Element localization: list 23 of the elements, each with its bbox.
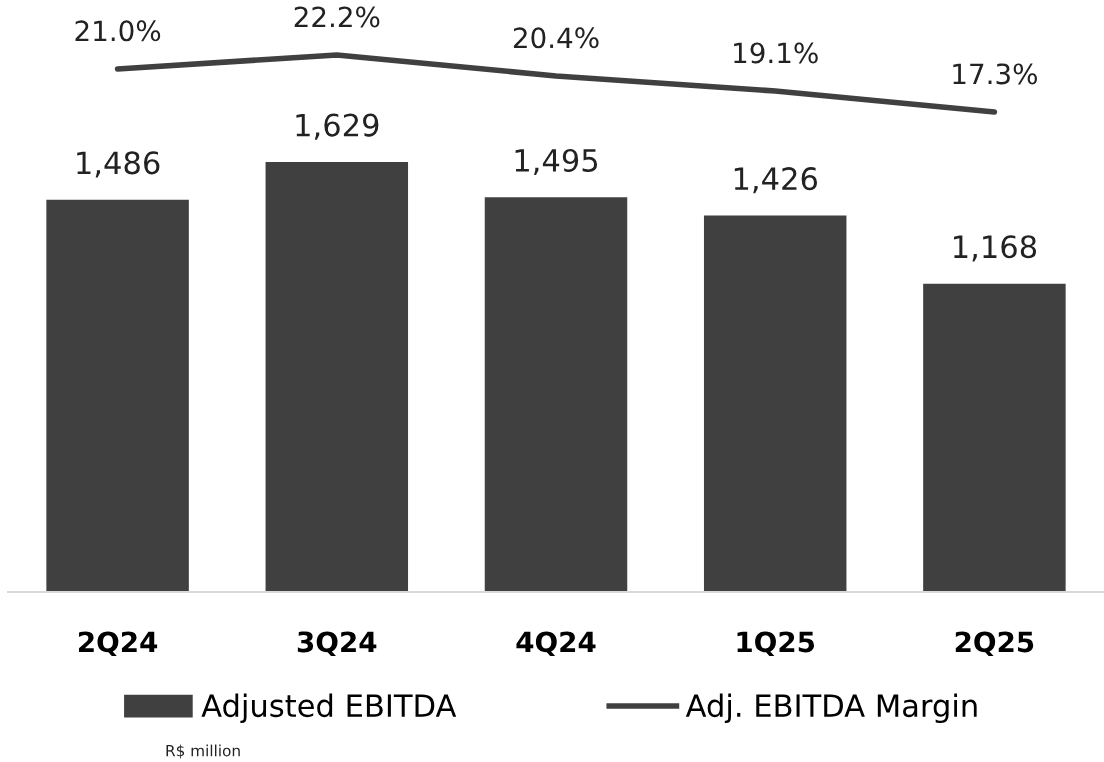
data-label: 21.0% <box>75 20 161 42</box>
bar <box>265 162 409 592</box>
data-label: 1,426 <box>734 167 818 194</box>
legend-label: Adjusted EBITDA <box>201 693 457 724</box>
data-label: 20.4% <box>513 27 599 49</box>
data-label: 19.1% <box>734 42 818 64</box>
x-tick-label: 2Q24 <box>79 631 158 657</box>
data-label: 22.2% <box>294 6 380 28</box>
bar <box>484 197 628 592</box>
x-tick-label: 3Q24 <box>297 631 377 657</box>
bar <box>703 215 847 592</box>
data-label: 1,486 <box>77 151 160 178</box>
legend-label: Adj. EBITDA Margin <box>685 693 977 724</box>
text: R$ million <box>166 744 240 759</box>
data-label: 1,629 <box>296 113 379 140</box>
bar <box>923 283 1066 592</box>
data-label: 1,168 <box>954 235 1037 262</box>
x-tick-label: 4Q24 <box>516 631 596 657</box>
bar <box>46 199 189 592</box>
data-label: 1,495 <box>515 148 598 176</box>
x-tick-label: 1Q25 <box>737 631 815 657</box>
data-label: 17.3% <box>953 63 1037 85</box>
x-tick-label: 2Q25 <box>955 631 1034 657</box>
